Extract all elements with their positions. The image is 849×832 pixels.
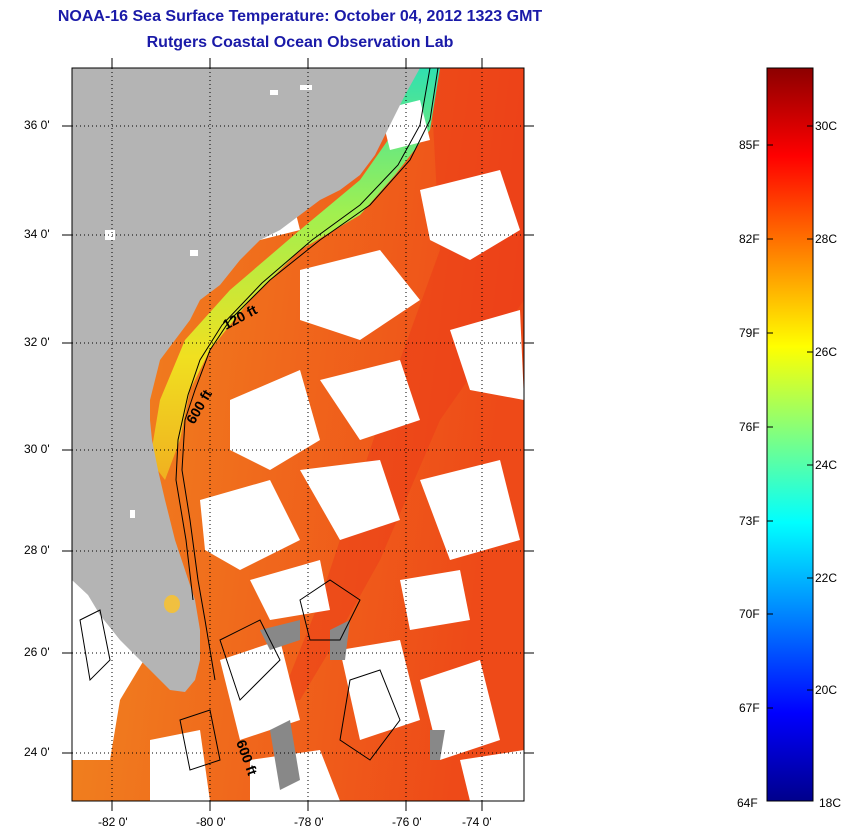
isobath-lines [79, 67, 439, 771]
map-frame [71, 67, 525, 802]
colorbar-gradient [766, 67, 814, 802]
colorbar-f-label: 73F [739, 514, 760, 528]
colorbar-ticks [767, 125, 813, 709]
sst-map: 120 ft 600 ft 600 ft [62, 58, 534, 811]
land-us-coast [72, 68, 420, 692]
x-tick-label: -80 0' [196, 815, 226, 829]
graticule [72, 68, 524, 801]
y-tick-label: 28 0' [24, 543, 50, 557]
colorbar-c-label: 24C [815, 458, 838, 472]
colorbar-c-label: 30C [815, 119, 838, 133]
colorbar-f-label: 85F [739, 138, 760, 152]
colorbar-c-label: 20C [815, 683, 838, 697]
colorbar-f-label: 67F [739, 701, 760, 715]
x-tick-label: -74 0' [462, 815, 492, 829]
colorbar-f-label: 79F [739, 326, 760, 340]
colorbar-c-label: 28C [815, 232, 838, 246]
map-subtitle: Rutgers Coastal Ocean Observation Lab [146, 34, 454, 51]
y-tick-label: 24 0' [24, 745, 50, 759]
map-title: NOAA-16 Sea Surface Temperature: October… [57, 8, 543, 25]
colorbar-f-label: 76F [739, 420, 760, 434]
colorbar-c-label: 18C [819, 796, 842, 810]
colorbar-f-label: 64F [737, 796, 758, 810]
x-tick-label: -78 0' [294, 815, 324, 829]
x-tick-label: -76 0' [392, 815, 422, 829]
colorbar-c-label: 26C [815, 345, 838, 359]
inland-lakes [105, 85, 312, 613]
colorbar-f-label: 70F [739, 607, 760, 621]
x-tick-label: -82 0' [98, 815, 128, 829]
shelf-water [150, 68, 440, 480]
axis-ticks [62, 58, 534, 811]
colorbar-c-label: 22C [815, 571, 838, 585]
y-tick-label: 36 0' [24, 118, 50, 132]
y-tick-label: 30 0' [24, 442, 50, 456]
y-tick-label: 34 0' [24, 227, 50, 241]
y-tick-label: 26 0' [24, 645, 50, 659]
colorbar-f-label: 82F [739, 232, 760, 246]
y-tick-label: 32 0' [24, 335, 50, 349]
